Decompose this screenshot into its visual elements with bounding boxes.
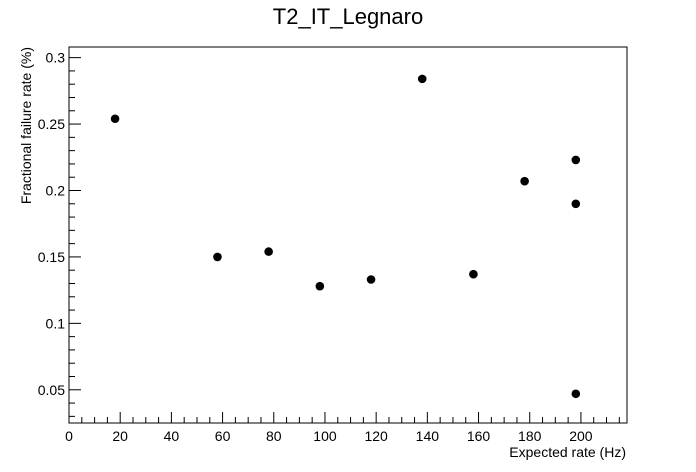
x-axis-label: Expected rate (Hz) — [509, 444, 626, 460]
data-point — [571, 389, 581, 399]
data-point — [520, 176, 529, 186]
y-axis-label: Fractional failure rate (%) — [18, 47, 34, 204]
chart-title: T2_IT_Legnaro — [273, 4, 423, 29]
x-tick-label: 60 — [215, 428, 231, 444]
y-tick-label: 0.2 — [46, 182, 66, 198]
data-point — [417, 74, 427, 84]
data-points — [110, 74, 581, 399]
y-tick-label: 0.25 — [38, 116, 65, 132]
y-axis-ticks — [69, 57, 81, 417]
x-tick-label: 80 — [266, 428, 282, 444]
x-axis-tick-labels: 0 20 40 60 80 100 120 140 160 180 200 — [65, 428, 593, 444]
x-tick-label: 40 — [164, 428, 180, 444]
x-tick-label: 140 — [416, 428, 440, 444]
x-tick-label: 160 — [467, 428, 491, 444]
data-point — [571, 155, 581, 165]
x-tick-label: 100 — [313, 428, 337, 444]
y-tick-label: 0.3 — [46, 50, 66, 66]
x-tick-label: 0 — [65, 428, 73, 444]
data-point — [264, 247, 273, 256]
x-axis-ticks — [68, 412, 620, 423]
data-point — [469, 269, 478, 279]
x-tick-label: 200 — [569, 428, 593, 444]
data-point — [366, 275, 376, 284]
data-point — [315, 281, 325, 291]
plot-frame — [68, 46, 628, 424]
y-tick-label: 0.1 — [46, 315, 66, 331]
x-tick-label: 180 — [518, 428, 542, 444]
data-point — [213, 252, 222, 262]
y-tick-label: 0.05 — [38, 382, 65, 398]
data-point — [571, 199, 581, 209]
y-axis-tick-labels: 0.05 0.1 0.15 0.2 0.25 0.3 — [38, 50, 65, 398]
x-tick-label: 20 — [112, 428, 128, 444]
y-tick-label: 0.15 — [38, 249, 65, 265]
data-point — [110, 114, 120, 124]
x-tick-label: 120 — [364, 428, 388, 444]
